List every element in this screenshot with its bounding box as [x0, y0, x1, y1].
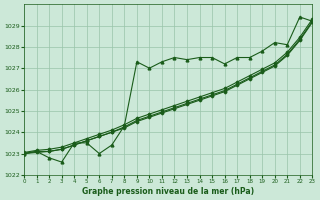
- X-axis label: Graphe pression niveau de la mer (hPa): Graphe pression niveau de la mer (hPa): [82, 187, 254, 196]
